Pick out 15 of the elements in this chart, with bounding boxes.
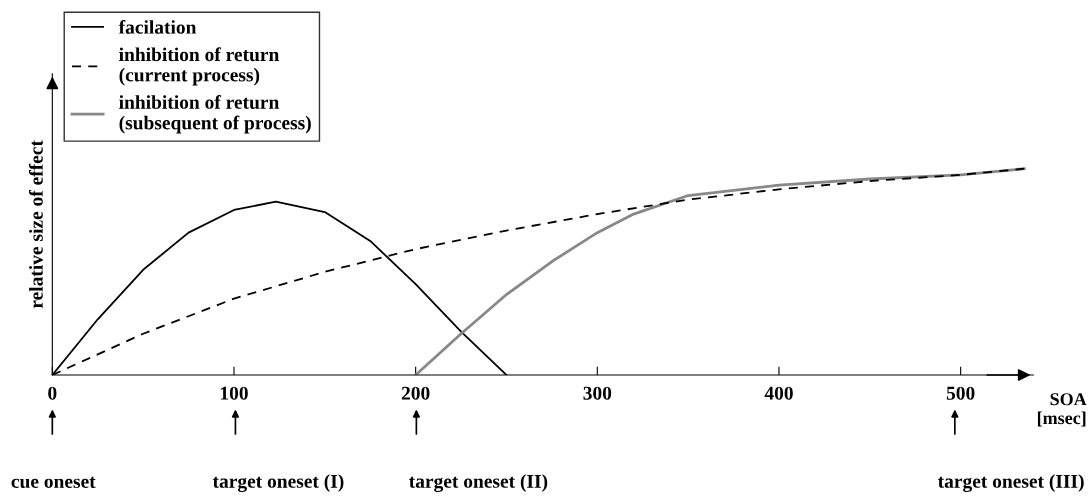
- text: target oneset (III): [937, 474, 1084, 492]
- legend-label: inhibition of return (current process): [119, 47, 280, 86]
- x-tick-label: 500: [946, 386, 975, 400]
- text: target oneset (II): [409, 474, 548, 492]
- y-axis-title: relative size of effect: [28, 140, 43, 309]
- x-tick-label: 200: [401, 386, 430, 400]
- text: cue oneset: [11, 476, 96, 489]
- x-axis-title: SOA [msec]: [1037, 393, 1087, 427]
- x-tick-label: 0: [48, 386, 57, 400]
- x-tick-label: 300: [583, 386, 612, 400]
- x-tick-label: 400: [764, 386, 793, 400]
- x-tick-label: 100: [220, 386, 248, 400]
- text: target oneset (I): [212, 474, 344, 492]
- legend-label: facilation: [118, 19, 197, 34]
- legend-label: inhibition of return (subsequent of process): [119, 94, 311, 134]
